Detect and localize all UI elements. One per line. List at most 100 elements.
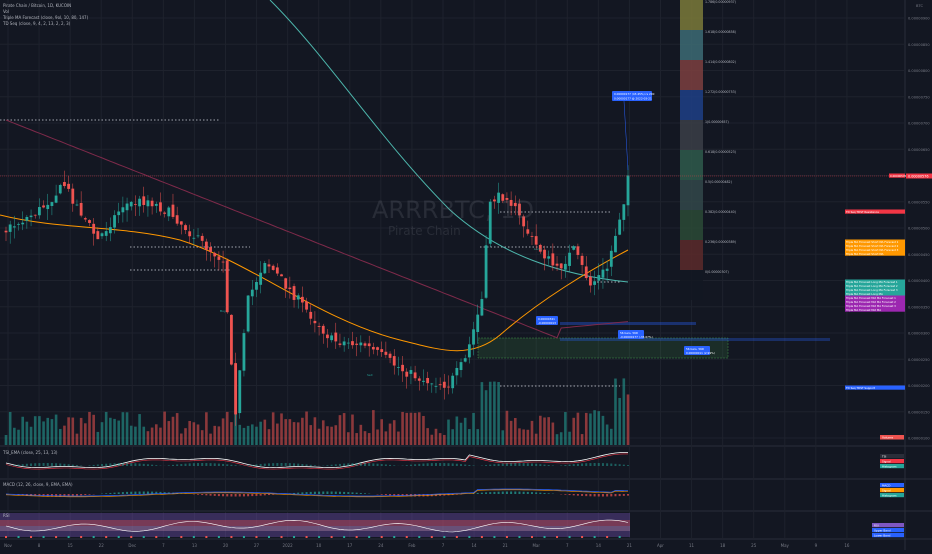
- tsi-histogram-bar: [418, 464, 420, 466]
- volume-bar: [326, 426, 329, 445]
- range-box-blue: [560, 338, 830, 341]
- volume-bar: [385, 431, 388, 445]
- candle-body: [343, 341, 346, 345]
- tsi-histogram-bar: [201, 463, 203, 466]
- volume-bar: [585, 413, 588, 445]
- candle-body: [606, 269, 609, 271]
- symbol-title[interactable]: Pirate Chain / Bitcoin, 1D, KUCOIN: [3, 3, 71, 8]
- tsi-histogram-bar: [93, 465, 95, 466]
- macd-histogram-bar: [339, 492, 341, 494]
- volume-bar: [606, 425, 609, 445]
- x-tick-label: 17: [347, 543, 353, 548]
- candle-body: [76, 205, 79, 206]
- tsi-histogram-bar: [47, 463, 49, 466]
- candle-body: [268, 264, 271, 266]
- candle-body: [602, 270, 605, 278]
- candle-body: [547, 256, 550, 258]
- volume-bar: [188, 421, 191, 445]
- tsi-histogram-bar: [72, 465, 74, 466]
- candle-body: [372, 347, 375, 349]
- candle-body: [359, 343, 362, 346]
- macd-histogram-bar: [310, 492, 312, 494]
- tsi-histogram-bar: [101, 464, 103, 466]
- rsi-signal-marker: [381, 536, 383, 538]
- candle-body: [347, 343, 350, 344]
- x-tick-label: 21: [627, 543, 633, 548]
- volume-bar: [568, 432, 571, 445]
- tsi-histogram-bar: [176, 464, 178, 466]
- rsi-signal-marker: [506, 536, 508, 538]
- volume-bar: [218, 426, 221, 445]
- tsi-histogram-bar: [422, 464, 424, 466]
- volume-bar: [602, 416, 605, 445]
- candle-body: [176, 215, 179, 223]
- fib-level-box: [680, 90, 703, 120]
- price-label-text: Triple MA Forecast Short MA: [845, 252, 884, 256]
- rsi-signal-marker: [168, 536, 170, 538]
- tsi-pane-title[interactable]: TSI_EMA (close, 25, 13, 13): [3, 450, 57, 455]
- tsi-histogram-bar: [589, 463, 591, 466]
- tsi-histogram-bar: [30, 463, 32, 466]
- candle-body: [263, 263, 266, 273]
- macd-histogram-bar: [80, 494, 82, 495]
- rsi-signal-marker: [456, 536, 458, 538]
- volume-bar: [447, 420, 450, 445]
- candle-body: [305, 301, 308, 309]
- rsi-signal-marker: [105, 536, 107, 538]
- volume-bar: [197, 424, 200, 445]
- volume-bar: [297, 422, 300, 445]
- candle-body: [556, 264, 559, 266]
- volume-bar: [322, 420, 325, 445]
- rsi-signal-marker: [30, 536, 32, 538]
- rsi-signal-marker: [606, 536, 608, 538]
- candle-body: [59, 185, 62, 193]
- candle-body: [535, 236, 538, 245]
- tsi-histogram-bar: [281, 463, 283, 466]
- x-tick-label: 7: [162, 543, 165, 548]
- tsi-histogram-bar: [260, 464, 262, 466]
- candle-body: [234, 363, 237, 414]
- tsi-histogram-bar: [134, 463, 136, 466]
- tsi-histogram-bar: [564, 465, 566, 466]
- rsi-label-text: Upper Band: [874, 529, 891, 533]
- macd-histogram-bar: [322, 492, 324, 494]
- volume-bar: [176, 413, 179, 445]
- volume-bar: [497, 382, 500, 445]
- indicator-legend-1[interactable]: Triple MA Forecast (close, 9ol, 10, 80, …: [3, 15, 88, 20]
- volume-bar: [393, 420, 396, 445]
- macd-histogram-bar: [481, 493, 483, 494]
- indicator-legend-2[interactable]: TD Seq (close, 9, 4, 2, 13, 2, 2, 3): [3, 21, 70, 26]
- macd-histogram-bar: [498, 492, 500, 494]
- volume-legend[interactable]: Vol: [3, 9, 9, 14]
- macd-histogram-bar: [564, 494, 566, 495]
- tsi-histogram-bar: [364, 463, 366, 466]
- candle-body: [622, 204, 625, 220]
- volume-bar: [301, 418, 304, 445]
- volume-bar: [535, 434, 538, 445]
- candle-body: [439, 384, 442, 385]
- volume-bar: [226, 412, 229, 445]
- tsi-histogram-bar: [185, 464, 187, 466]
- volume-bar: [80, 418, 83, 445]
- rsi-signal-marker: [55, 536, 57, 538]
- volume-bar: [147, 431, 150, 445]
- macd-histogram-bar: [251, 494, 253, 496]
- rsi-signal-marker: [556, 536, 558, 538]
- volume-bar: [184, 428, 187, 445]
- candle-body: [288, 288, 291, 289]
- measure-line: [624, 101, 628, 170]
- x-tick-label: 22: [99, 543, 105, 548]
- tsi-histogram-bar: [264, 464, 266, 466]
- x-tick-label: 11: [689, 543, 695, 548]
- macd-histogram-bar: [502, 492, 504, 494]
- volume-bar: [268, 429, 271, 445]
- macd-pane-title[interactable]: MACD (12, 26, close, 9, EMA, EMA): [3, 482, 73, 487]
- tsi-histogram-bar: [544, 465, 546, 466]
- x-tick-label: 24: [378, 543, 384, 548]
- tsi-histogram-bar: [560, 465, 562, 466]
- candle-body: [42, 205, 45, 207]
- candle-body: [192, 238, 195, 239]
- rsi-signal-marker: [205, 536, 207, 538]
- tsi-histogram-bar: [606, 463, 608, 466]
